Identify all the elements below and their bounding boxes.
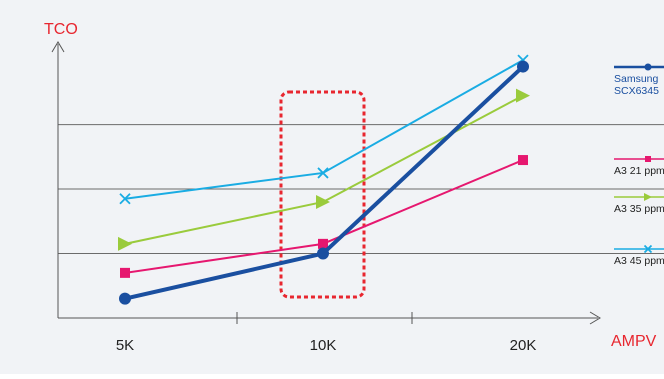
point <box>518 155 528 166</box>
x-tick-labels: 5K 10K 20K <box>116 337 537 354</box>
point <box>118 236 132 251</box>
point <box>644 63 652 71</box>
series-3 <box>118 88 530 251</box>
point <box>644 193 652 201</box>
series-line <box>124 59 524 200</box>
series-lines <box>118 54 530 305</box>
point <box>643 244 653 254</box>
x-axis-label: AMPV <box>611 333 657 350</box>
x-tick-label: 20K <box>510 337 537 354</box>
legend-item: A3 35 ppm <box>614 193 664 215</box>
point <box>517 60 529 73</box>
highlight-box-10k <box>279 90 366 299</box>
legend-label: A3 45 ppm <box>614 255 664 267</box>
point <box>119 193 131 205</box>
x-tick-label: 10K <box>310 337 337 354</box>
point <box>317 247 329 260</box>
x-axis-arrowhead <box>589 311 601 325</box>
series-4 <box>119 54 529 205</box>
point <box>318 238 328 249</box>
y-axis-label: TCO <box>44 21 78 38</box>
legend-label: A3 35 ppm <box>614 203 664 215</box>
point <box>516 88 530 103</box>
x-tick-label: 5K <box>116 337 134 354</box>
series-1 <box>119 60 529 305</box>
legend-item: A3 21 ppm <box>614 156 664 177</box>
point <box>120 267 130 278</box>
legend-label: SCX6345 <box>614 85 659 97</box>
legend-label: Samsung <box>614 73 659 85</box>
legend-item: A3 45 ppm <box>614 244 664 267</box>
series-line <box>124 94 524 245</box>
axes: TCO AMPV <box>44 21 657 350</box>
point <box>645 156 651 162</box>
point <box>316 194 330 209</box>
series-2 <box>120 155 528 278</box>
legend-label: A3 21 ppm <box>614 165 664 177</box>
grid-lines <box>58 124 664 255</box>
y-axis-arrowhead <box>51 41 65 53</box>
point <box>317 167 329 179</box>
point <box>119 292 131 305</box>
